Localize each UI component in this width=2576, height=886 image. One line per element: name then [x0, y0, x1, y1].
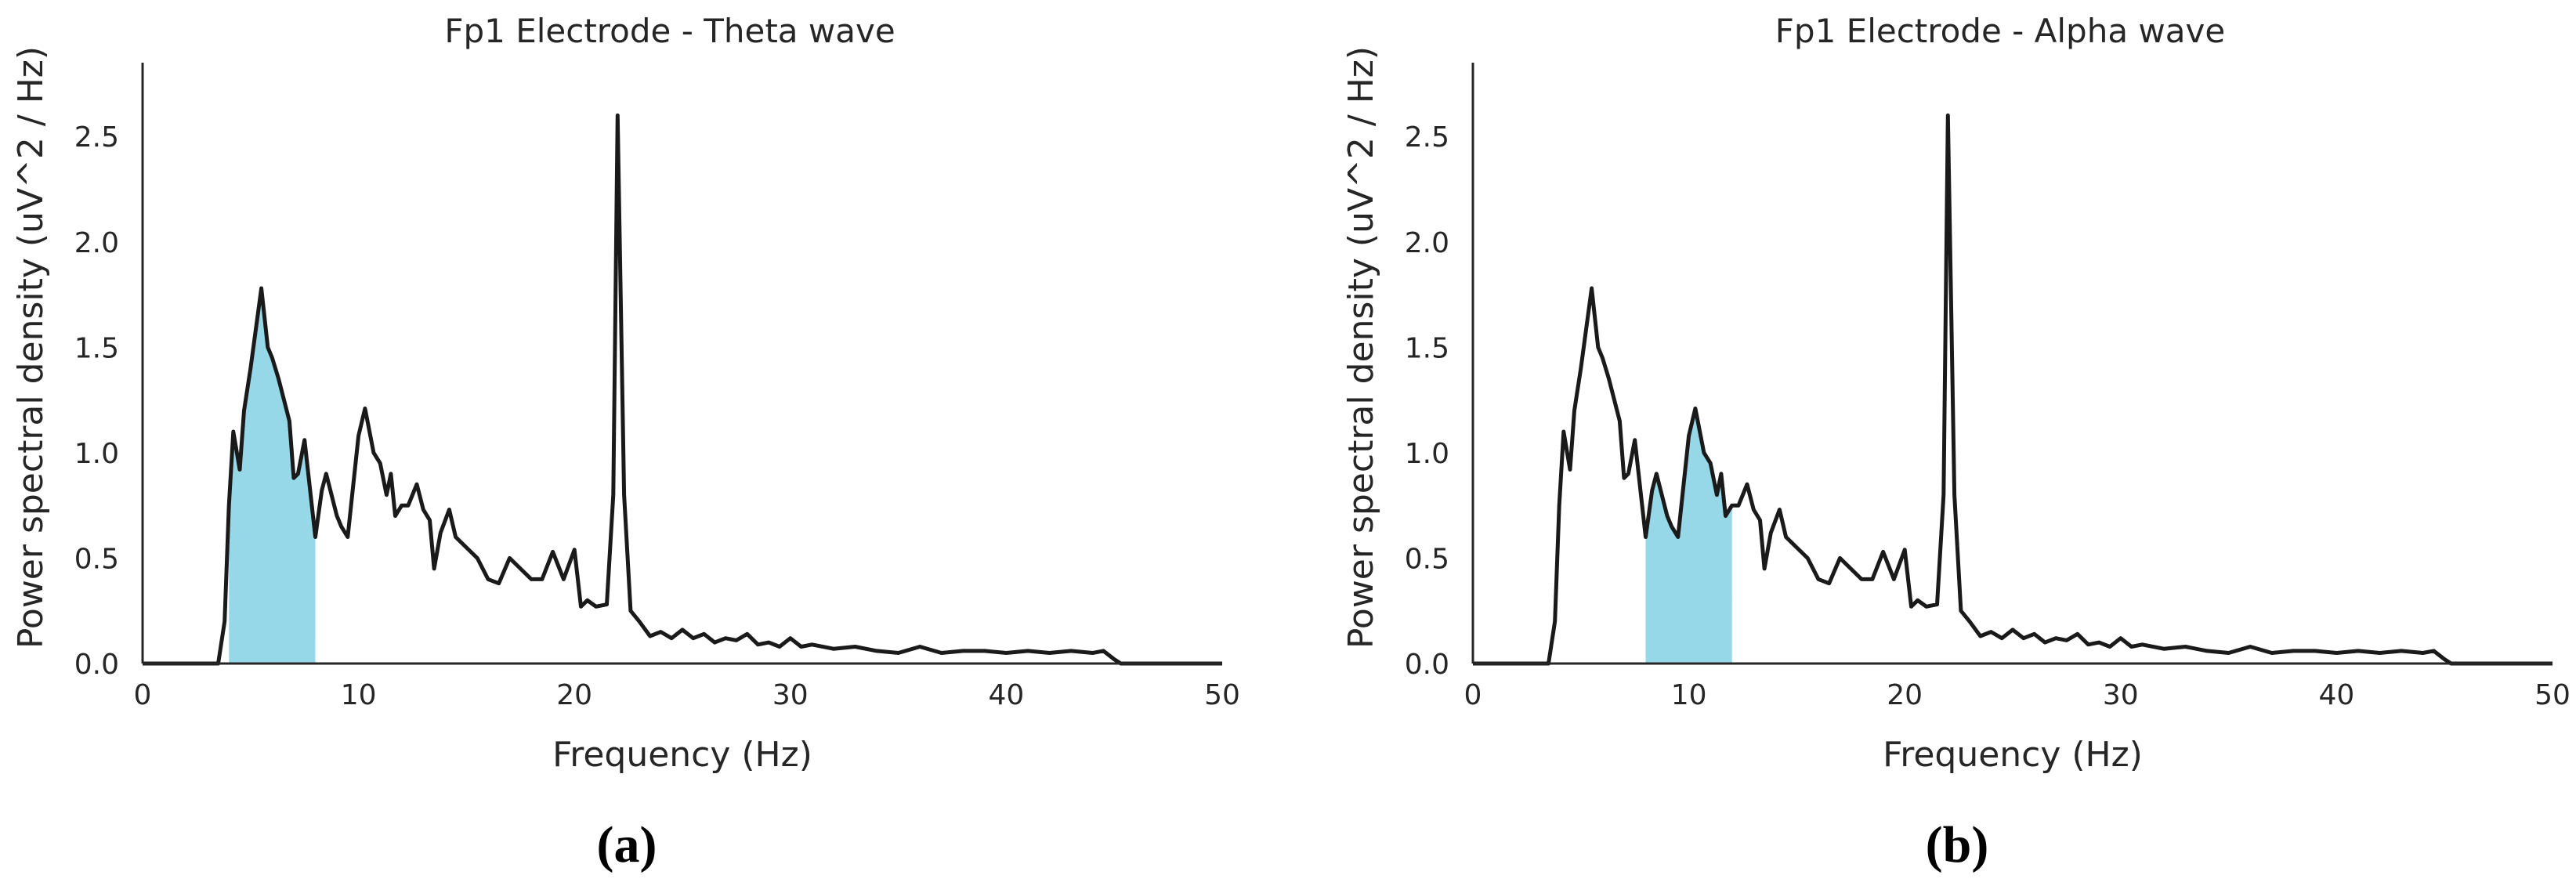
y-tick-label: 1.0 [74, 438, 119, 470]
y-axis-label: Power spectral density (uV^2 / Hz) [11, 46, 51, 649]
y-tick-label: 1.5 [1405, 332, 1449, 364]
chart-title: Fp1 Electrode - Theta wave [444, 12, 895, 50]
x-tick-label: 50 [1204, 679, 1240, 711]
x-tick-label: 30 [2103, 679, 2139, 711]
x-tick-label: 20 [1887, 679, 1923, 711]
x-tick-label: 50 [2534, 679, 2571, 711]
y-tick-label: 2.5 [74, 121, 119, 154]
y-tick-label: 0.0 [1405, 649, 1449, 681]
x-tick-label: 30 [772, 679, 809, 711]
band-fill [229, 288, 316, 664]
x-tick-label: 10 [1671, 679, 1707, 711]
y-tick-label: 2.0 [1405, 227, 1449, 259]
x-tick-label: 40 [988, 679, 1024, 711]
y-tick-label: 0.0 [74, 649, 119, 681]
y-tick-label: 2.0 [74, 227, 119, 259]
x-tick-label: 0 [1464, 679, 1482, 711]
x-axis-label: Frequency (Hz) [552, 735, 812, 775]
psd-line [1473, 113, 2552, 666]
y-axis-label: Power spectral density (uV^2 / Hz) [1341, 46, 1381, 649]
panel-alpha: 0 10 20 30 40 50 0.0 0.5 1.0 1.5 2.0 2.5 Fp1 Electro… [1341, 12, 2571, 873]
x-tick-label: 20 [556, 679, 592, 711]
psd-line [143, 113, 1222, 666]
x-tick-label: 40 [2318, 679, 2354, 711]
x-tick-label: 10 [341, 679, 377, 711]
panel-label: (a) [597, 816, 657, 873]
y-tick-label: 1.0 [1405, 438, 1449, 470]
y-tick-label: 2.5 [1405, 121, 1449, 154]
x-tick-label: 0 [134, 679, 152, 711]
chart-title: Fp1 Electrode - Alpha wave [1775, 12, 2225, 50]
panel-theta: 0 10 20 30 40 50 0.0 0.5 1.0 1.5 2.0 2.5 Fp1 Electro… [11, 12, 1240, 873]
y-tick-label: 1.5 [74, 332, 119, 364]
panel-label: (b) [1926, 816, 1989, 873]
y-tick-label: 0.5 [74, 543, 119, 575]
y-tick-label: 0.5 [1405, 543, 1449, 575]
x-axis-label: Frequency (Hz) [1883, 735, 2143, 775]
